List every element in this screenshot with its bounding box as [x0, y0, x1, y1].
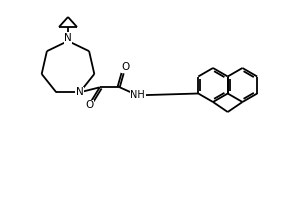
- Text: O: O: [122, 62, 130, 72]
- Text: NH: NH: [130, 90, 145, 100]
- Text: O: O: [85, 100, 94, 110]
- Text: N: N: [76, 87, 84, 97]
- Text: N: N: [64, 33, 72, 43]
